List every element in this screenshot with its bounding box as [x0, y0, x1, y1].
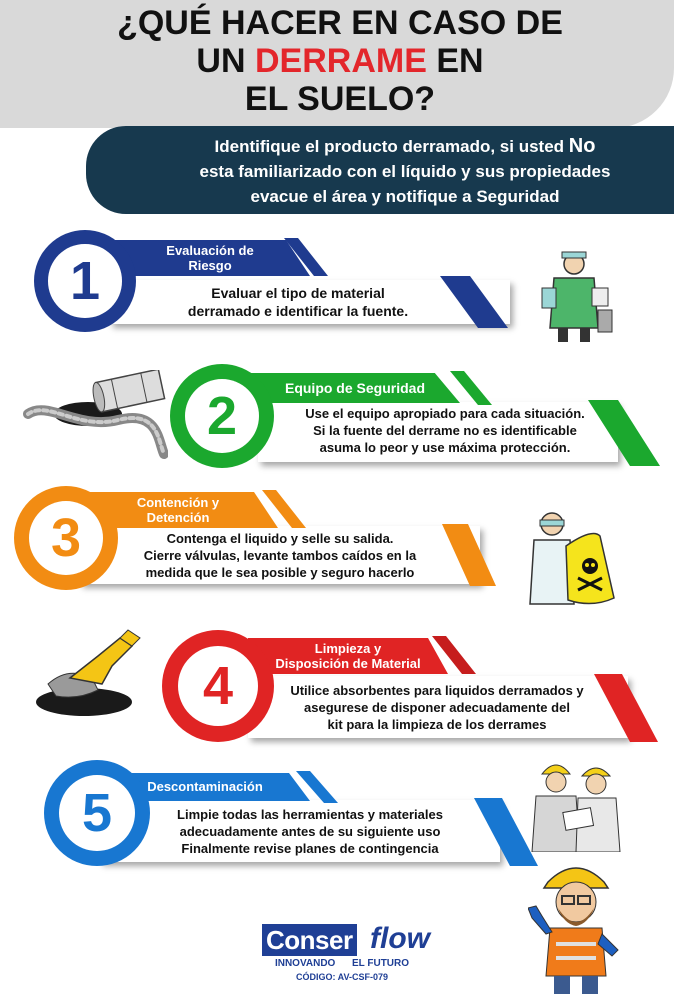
- step-5-desc-line-1: Limpie todas las herramientas y material…: [177, 807, 443, 822]
- step-5-stripe-icon: [474, 798, 538, 866]
- step-4-desc-line-1: Utilice absorbentes para liquidos derram…: [290, 683, 584, 698]
- intro-line-1-text: Identifique el producto derramado, si us…: [214, 137, 569, 156]
- step-2-desc-line-1: Use el equipo apropiado para cada situac…: [305, 406, 585, 421]
- intro-line-3: evacue el área y notifique a Seguridad: [250, 187, 560, 206]
- title-line-2-post: EN: [426, 42, 484, 80]
- title-line-2-pre: UN: [196, 42, 255, 80]
- step-4-desc-line-2: asegurese de disponer adecuadamente del: [304, 700, 570, 715]
- hazmat-bag-icon: [529, 512, 615, 605]
- step-5-desc-line-2: adecuadamente antes de su siguiente uso: [179, 824, 441, 839]
- step-3-desc-line-3: medida que le sea posible y seguro hacer…: [145, 565, 415, 580]
- step-2-title-line-1: Equipo de Seguridad: [284, 380, 425, 396]
- step-3-number-inner: 3: [28, 500, 104, 576]
- intro-line-1: Identifique el producto derramado, si us…: [146, 134, 664, 159]
- step-3-desc-line-2: Cierre válvulas, levante tambos caídos e…: [143, 548, 417, 563]
- step-1-title-line-2: Riesgo: [188, 258, 232, 273]
- step-1-banner-stripe-icon: [284, 238, 328, 276]
- step-4-number-inner: 4: [177, 645, 259, 727]
- step-3-card: [80, 526, 480, 584]
- step-4-desc-line-3: kit para la limpieza de los derrames: [327, 717, 547, 732]
- step-1-number: 1: [69, 251, 101, 311]
- title-line-2: UN DERRAME EN: [40, 42, 640, 80]
- step-2-title-banner: Equipo de Seguridad: [250, 373, 460, 403]
- step-2-number-circle: 2: [170, 364, 274, 468]
- logo-tagline: INNOVANDO EL FUTURO: [274, 958, 410, 969]
- page-title: ¿QUÉ HACER EN CASO DE UN DERRAME EN EL S…: [40, 4, 640, 118]
- step-2-banner-stripe-icon: [450, 371, 492, 405]
- document-code: CÓDIGO: AV-CSF-079: [295, 972, 388, 982]
- step-5-banner-stripe-icon: [296, 771, 338, 803]
- step-1-number-circle: 1: [34, 230, 136, 332]
- step-1-card: [110, 280, 510, 324]
- header-banner: [0, 0, 674, 128]
- step-4-stripe-icon: [594, 674, 658, 742]
- engineers-reviewing-icon: [531, 764, 621, 852]
- step-4-card: [248, 676, 628, 738]
- gloved-hand-cleaning-icon: [36, 629, 141, 716]
- step-4-number-circle: 4: [162, 630, 274, 742]
- safety-worker-thumbs-up-icon: [528, 867, 619, 994]
- logo-conser: Conser: [262, 924, 357, 956]
- step-1-desc-line-1: Evaluar el tipo de material: [211, 285, 385, 301]
- step-4-title-line-2: Disposición de Material: [275, 656, 421, 671]
- step-3-stripe-icon: [442, 524, 496, 586]
- step-2-card: [258, 402, 618, 462]
- step-4-title-banner: Limpieza y Disposición de Material: [248, 638, 448, 674]
- step-4-title-line-1: Limpieza y: [314, 641, 382, 656]
- step-3-description: Contenga el liquido y selle su salida. C…: [110, 530, 450, 581]
- step-5-number-inner: 5: [58, 774, 136, 852]
- step-1-title-line-1: Evaluación de: [166, 243, 254, 258]
- step-4-description: Utilice absorbentes para liquidos derram…: [262, 682, 612, 733]
- intro-banner: Identifique el producto derramado, si us…: [86, 126, 674, 214]
- title-line-3: EL SUELO?: [244, 80, 436, 118]
- spilled-barrel-icon: [23, 370, 168, 459]
- step-2-desc-line-2: Si la fuente del derrame no es identific…: [313, 423, 577, 438]
- step-2-stripe-icon: [588, 400, 660, 466]
- step-5-card: [100, 800, 500, 862]
- step-3-number: 3: [50, 508, 82, 568]
- step-2-number-inner: 2: [184, 378, 260, 454]
- step-5-desc-line-3: Finalmente revise planes de contingencia: [181, 841, 439, 856]
- worker-in-apron-icon: [541, 251, 613, 342]
- title-line-1: ¿QUÉ HACER EN CASO DE: [117, 4, 563, 42]
- step-5-description: Limpie todas las herramientas y material…: [140, 806, 480, 857]
- intro-line-2: esta familiarizado con el líquido y sus …: [199, 162, 611, 181]
- step-2-desc-line-3: asuma lo peor y use máxima protección.: [319, 440, 571, 455]
- company-logo: Conser flow INNOVANDO EL FUTURO CÓDIGO: …: [262, 922, 430, 992]
- step-4-number: 4: [202, 656, 234, 716]
- step-1-number-inner: 1: [48, 244, 122, 318]
- intro-emphasis: No: [568, 135, 596, 157]
- step-1-description: Evaluar el tipo de material derramado e …: [148, 284, 448, 320]
- step-3-number-circle: 3: [14, 486, 118, 590]
- logo-flow: flow: [370, 922, 430, 955]
- step-3-title-line-1: Contención y: [136, 495, 220, 510]
- step-1-desc-line-2: derramado e identificar la fuente.: [187, 303, 409, 319]
- step-1-stripe-icon: [440, 276, 508, 328]
- step-5-title-line-1: Descontaminación: [147, 779, 263, 794]
- step-4-banner-stripe-icon: [432, 636, 476, 674]
- step-3-banner-stripe-icon: [262, 490, 306, 528]
- step-5-number: 5: [81, 783, 113, 843]
- step-2-number: 2: [206, 386, 238, 446]
- step-1-title-banner: Evaluación de Riesgo: [110, 240, 310, 276]
- title-highlight: DERRAME: [254, 42, 427, 80]
- step-5-number-circle: 5: [44, 760, 150, 866]
- step-2-description: Use el equipo apropiado para cada situac…: [280, 405, 610, 456]
- step-3-title-line-2: Detención: [146, 510, 210, 525]
- step-3-desc-line-1: Contenga el liquido y selle su salida.: [166, 531, 394, 546]
